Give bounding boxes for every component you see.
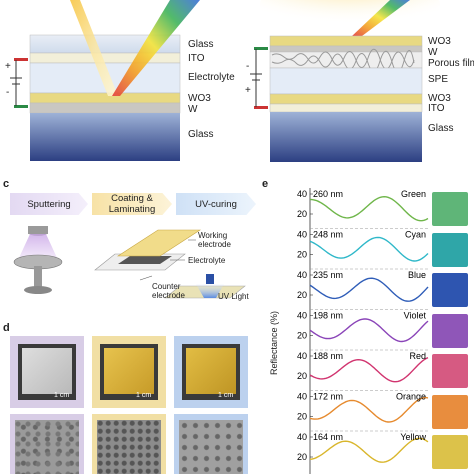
sem-image-1	[10, 414, 84, 474]
b-layer-ito: ITO	[428, 103, 445, 114]
panel-c-illustration	[13, 226, 246, 299]
b-layer-wo3-top: WO3	[428, 36, 451, 47]
thickness-label: 188 nm	[313, 351, 343, 361]
label-working-electrode: Working electrode	[198, 231, 231, 249]
scale-bar-3: 1 cm	[218, 392, 234, 399]
spectrum-curve-violet	[309, 318, 429, 343]
step-coating: Coating & Laminating	[92, 193, 172, 215]
panel-c: c Sputtering Coating & Laminating UV-cur…	[0, 176, 260, 316]
step-sputtering-label: Sputtering	[27, 198, 71, 210]
photo-yellow-1: 1 cm	[92, 336, 166, 408]
b-layer-glass: Glass	[428, 123, 454, 134]
color-name-label: Green	[401, 189, 426, 199]
b-plus-sign: +	[245, 85, 251, 96]
y-tick-label: 20	[297, 412, 307, 422]
spectrum-curve-orange	[309, 396, 429, 423]
color-swatch-red	[432, 354, 468, 388]
y-tick-label: 40	[297, 311, 307, 321]
b-layer-porous: Porous film	[428, 58, 474, 69]
label-electrolyte: Electrolyte	[188, 256, 226, 265]
spectra-plot: 40 20 260 nm Green 40 20 248 nm Cyan 40 20 235 nm B…	[297, 188, 429, 474]
panel-d-letter: d	[3, 322, 10, 334]
y-tick-label: 40	[297, 189, 307, 199]
color-swatch-green	[432, 192, 468, 226]
color-name-label: Blue	[408, 270, 426, 280]
color-name-label: Yellow	[400, 432, 426, 442]
b-layer-w: W	[428, 47, 438, 58]
panel-e: e Reflectance (%) 40 20 260 nm Green 40 20 248…	[260, 176, 474, 474]
y-tick-label: 40	[297, 392, 307, 402]
a-layer-glass-top: Glass	[188, 39, 214, 50]
a-plus-sign: +	[5, 61, 11, 72]
color-swatch-cyan	[432, 232, 468, 267]
scale-bar-1: 1 cm	[54, 392, 70, 399]
sem-image-3	[174, 414, 248, 474]
b-layer-wo3-bottom: WO3	[428, 93, 451, 104]
panel-d: d 1 cm 1 cm 1 cm	[0, 320, 260, 474]
y-tick-label: 20	[297, 452, 307, 462]
panel-b: - + WO3 W Porous film SPE WO3 ITO Glass	[240, 0, 474, 165]
step-sputtering: Sputtering	[10, 193, 88, 215]
color-name-label: Violet	[404, 311, 427, 321]
thickness-label: 164 nm	[313, 432, 343, 442]
panel-c-letter: c	[3, 178, 10, 190]
step-coating-label: Coating & Laminating	[108, 193, 156, 215]
y-tick-label: 20	[297, 209, 307, 219]
y-tick-label: 40	[297, 432, 307, 442]
photo-yellow-2: 1 cm	[174, 336, 248, 408]
spectrum-curve-red	[309, 356, 429, 383]
thickness-label: 260 nm	[313, 189, 343, 199]
color-name-label: Red	[409, 351, 426, 361]
y-tick-label: 20	[297, 250, 307, 260]
y-axis-label: Reflectance (%)	[269, 310, 279, 376]
spectrum-curve-blue	[309, 277, 429, 302]
spectrum-curve-cyan	[309, 236, 429, 262]
label-counter-electrode: Counter electrode	[152, 282, 185, 300]
spectrum-curve-green	[309, 195, 429, 222]
a-layer-wo3: WO3	[188, 93, 211, 104]
y-tick-label: 40	[297, 351, 307, 361]
color-name-label: Orange	[396, 392, 426, 402]
y-tick-label: 20	[297, 371, 307, 381]
photo-bleached: 1 cm	[10, 336, 84, 408]
y-tick-label: 40	[297, 270, 307, 280]
y-tick-label: 40	[297, 230, 307, 240]
thickness-label: 235 nm	[313, 270, 343, 280]
a-layer-w: W	[188, 104, 198, 115]
y-tick-label: 20	[297, 331, 307, 341]
swatch-column	[432, 188, 470, 474]
a-layer-ito: ITO	[188, 53, 205, 64]
step-uv-curing-label: UV-curing	[195, 198, 237, 210]
color-name-label: Cyan	[405, 230, 426, 240]
sem-image-2	[92, 414, 166, 474]
panel-e-letter: e	[262, 178, 269, 190]
color-swatch-orange	[432, 394, 468, 429]
a-minus-sign: -	[6, 87, 10, 98]
color-swatch-violet	[432, 313, 468, 348]
spectrum-curve-yellow	[309, 437, 429, 463]
thickness-label: 198 nm	[313, 311, 343, 321]
color-swatch-blue	[432, 273, 468, 307]
a-layer-electrolyte: Electrolyte	[188, 72, 235, 83]
step-uv-curing: UV-curing	[176, 193, 256, 215]
thickness-label: 248 nm	[313, 230, 343, 240]
a-layer-glass-bottom: Glass	[188, 129, 214, 140]
color-swatch-yellow	[432, 435, 468, 469]
y-tick-label: 20	[297, 290, 307, 300]
b-minus-sign: -	[246, 61, 250, 72]
panel-b-stack	[250, 0, 440, 162]
label-uv-light: UV Light	[218, 292, 249, 301]
thickness-label: 172 nm	[313, 392, 343, 402]
b-layer-spe: SPE	[428, 74, 449, 85]
panel-a: + - Glass ITO Electrolyte WO3 W Glass	[0, 0, 240, 165]
scale-bar-2: 1 cm	[136, 392, 152, 399]
panel-a-stack	[10, 0, 200, 161]
